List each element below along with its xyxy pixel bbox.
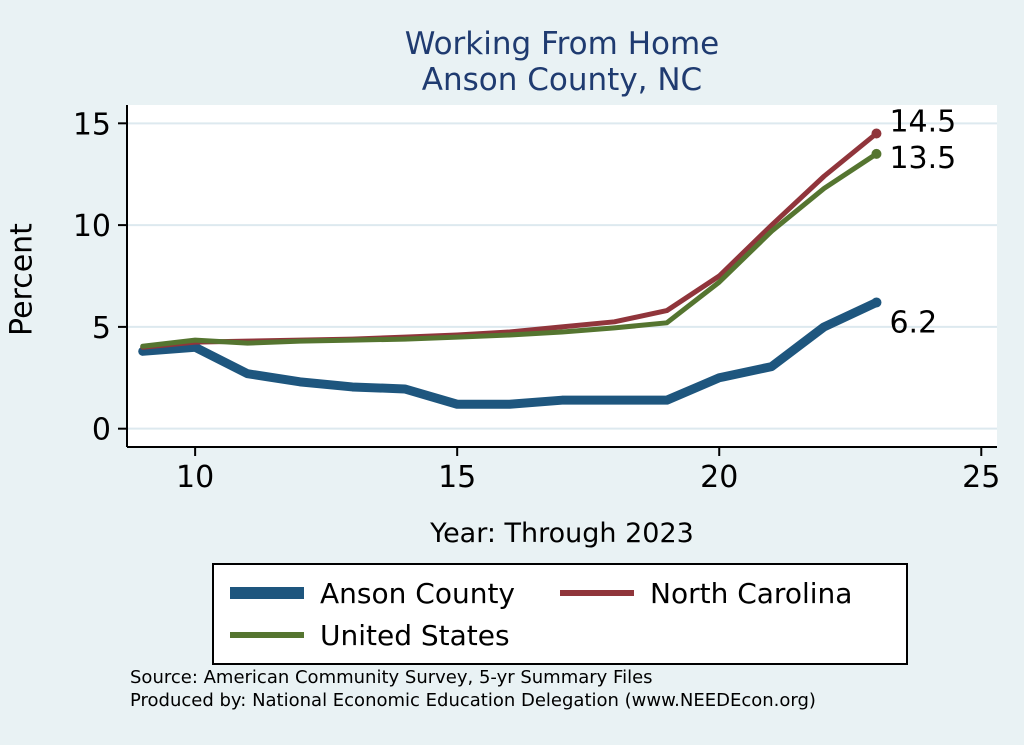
x-axis-label: Year: Through 2023 [430, 518, 694, 549]
chart-title-line1: Working From Home [404, 26, 720, 62]
legend-label: North Carolina [650, 576, 853, 610]
producer-line: Produced by: National Economic Education… [130, 690, 816, 711]
y-axis-label: Percent [4, 223, 40, 336]
legend-label: Anson County [320, 576, 515, 610]
legend-item-north-carolina: North Carolina [560, 575, 890, 611]
svg-text:15: 15 [438, 460, 476, 495]
svg-text:10: 10 [73, 209, 111, 244]
svg-text:25: 25 [962, 460, 1000, 495]
legend-item-united-states: United States [230, 617, 560, 653]
svg-text:10: 10 [176, 460, 214, 495]
legend-item-anson-county: Anson County [230, 575, 560, 611]
source-note: Source: American Community Survey, 5-yr … [130, 666, 816, 712]
end-label-united-states: 13.5 [889, 141, 956, 176]
chart-title: Working From Home Anson County, NC [100, 26, 1024, 98]
svg-text:20: 20 [700, 460, 738, 495]
end-label-anson-county: 6.2 [889, 305, 937, 340]
end-label-north-carolina: 14.5 [889, 105, 956, 140]
legend: Anson County North Carolina United State… [212, 563, 908, 665]
source-line: Source: American Community Survey, 5-yr … [130, 667, 653, 688]
legend-label: United States [320, 618, 510, 652]
svg-text:0: 0 [92, 413, 111, 448]
north-carolina-line-swatch [560, 590, 634, 596]
anson-county-line-swatch [230, 587, 304, 599]
united-states-line-swatch [230, 632, 304, 638]
chart-title-line2: Anson County, NC [421, 62, 703, 98]
svg-text:15: 15 [73, 107, 111, 142]
svg-text:5: 5 [92, 311, 111, 346]
